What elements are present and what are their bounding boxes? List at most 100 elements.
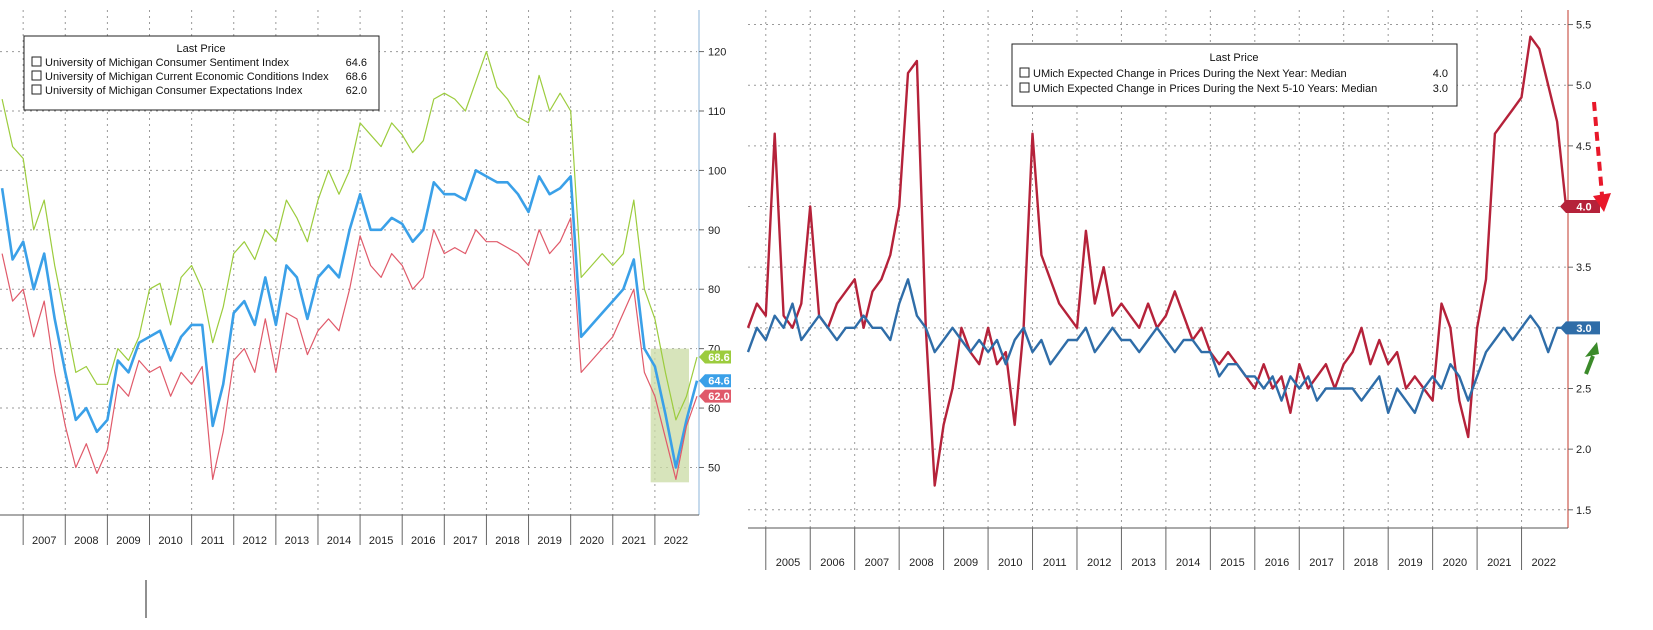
x-tick-label: 2022 xyxy=(664,535,688,547)
x-tick-label: 2021 xyxy=(622,535,646,547)
y-tick-label: 2.0 xyxy=(1576,444,1591,456)
right-legend-frame xyxy=(1011,43,1458,107)
legend-swatch xyxy=(1019,82,1030,93)
legend-swatch xyxy=(31,70,42,81)
x-tick-label: 2022 xyxy=(1532,557,1556,569)
left-chart-series-group xyxy=(0,50,699,480)
y-tick-label: 1.5 xyxy=(1576,505,1591,517)
y-tick-label: 5.5 xyxy=(1576,20,1591,32)
legend-swatch xyxy=(31,56,42,67)
left-legend-rows: University of Michigan Consumer Sentimen… xyxy=(31,56,367,97)
right-legend-title: Last Price xyxy=(1210,52,1259,64)
legend-series-name: UMich Expected Change in Prices During t… xyxy=(1033,68,1347,80)
legend-last-value: 68.6 xyxy=(346,71,367,83)
up-arrow-shaft xyxy=(1584,355,1595,375)
legend-entry: UMich Expected Change in Prices During t… xyxy=(1019,67,1448,80)
x-tick-label: 2014 xyxy=(327,535,351,547)
legend-last-value: 3.0 xyxy=(1433,83,1448,95)
x-tick-label: 2010 xyxy=(158,535,182,547)
green-up-arrow-icon xyxy=(1585,342,1599,357)
x-tick-label: 2021 xyxy=(1487,557,1511,569)
x-tick-label: 2014 xyxy=(1176,557,1200,569)
y-tick-label: 50 xyxy=(708,462,720,474)
legend-swatch xyxy=(1019,67,1030,78)
left-chart-legend: Last Price University of Michigan Consum… xyxy=(23,35,380,111)
x-tick-label: 2011 xyxy=(1043,557,1067,569)
x-tick-label: 2010 xyxy=(998,557,1022,569)
x-tick-label: 2020 xyxy=(579,535,603,547)
x-tick-label: 2009 xyxy=(954,557,978,569)
left-legend-frame xyxy=(23,35,380,111)
left-chart-x-ticks: 2007 2008 2009 2010 2011 2012 2013 2014 2015 2016… xyxy=(22,515,688,547)
last-value-badge: 3.0 xyxy=(1560,321,1600,335)
last-value-label: 3.0 xyxy=(1576,323,1591,335)
legend-entry: University of Michigan Consumer Expectat… xyxy=(31,84,367,97)
x-tick-label: 2007 xyxy=(32,535,56,547)
y-tick-label: 2.5 xyxy=(1576,383,1591,395)
legend-entry: University of Michigan Consumer Sentimen… xyxy=(31,56,367,69)
x-tick-label: 2020 xyxy=(1443,557,1467,569)
red-down-arrow-icon xyxy=(1593,193,1611,212)
left-legend-title: Last Price xyxy=(177,43,226,55)
x-tick-label: 2005 xyxy=(776,557,800,569)
legend-entry: University of Michigan Current Economic … xyxy=(31,70,367,83)
y-tick-label: 60 xyxy=(708,403,720,415)
left-chart-last-value-labels: 64.6 68.6 62.0 xyxy=(699,350,731,403)
right-chart-legend: Last Price UMich Expected Change in Pric… xyxy=(1011,43,1458,107)
last-value-badge-shape xyxy=(699,389,731,403)
right-chart-last-value-labels: 4.0 3.0 xyxy=(1560,200,1600,335)
x-tick-label: 2019 xyxy=(537,535,561,547)
y-tick-label: 80 xyxy=(708,284,720,296)
x-tick-label: 2017 xyxy=(453,535,477,547)
last-value-badge: 64.6 xyxy=(699,374,731,388)
series-line-1 xyxy=(1,50,698,421)
right-chart-x-ticks: 2005 2006 2007 2008 2009 2010 2011 2012 2013 2014… xyxy=(765,528,1556,570)
last-value-label: 4.0 xyxy=(1576,202,1591,214)
legend-series-name: UMich Expected Change in Prices During t… xyxy=(1033,83,1377,95)
legend-series-name: University of Michigan Consumer Expectat… xyxy=(45,85,303,97)
x-tick-label: 2018 xyxy=(1354,557,1378,569)
x-tick-label: 2008 xyxy=(909,557,933,569)
last-value-badge: 62.0 xyxy=(699,389,731,403)
legend-entry: UMich Expected Change in Prices During t… xyxy=(1019,82,1448,95)
series-line-2 xyxy=(1,217,698,480)
y-tick-label: 120 xyxy=(708,47,726,59)
right-legend-rows: UMich Expected Change in Prices During t… xyxy=(1019,67,1448,95)
x-tick-label: 2016 xyxy=(1265,557,1289,569)
x-tick-label: 2011 xyxy=(201,535,225,547)
down-arrow-shaft xyxy=(1592,101,1604,196)
x-tick-label: 2012 xyxy=(243,535,267,547)
x-tick-label: 2016 xyxy=(411,535,435,547)
x-tick-label: 2017 xyxy=(1309,557,1333,569)
x-tick-label: 2006 xyxy=(820,557,844,569)
x-tick-label: 2007 xyxy=(865,557,889,569)
last-value-badge-shape xyxy=(699,350,731,364)
right-chart-y-ticks: 1.5 2.0 2.5 3.0 3.5 4.0 4.5 5.0 5.5 xyxy=(1568,20,1591,517)
last-value-label: 68.6 xyxy=(708,352,729,364)
y-tick-label: 100 xyxy=(708,165,726,177)
last-value-badge: 68.6 xyxy=(699,350,731,364)
x-tick-label: 2012 xyxy=(1087,557,1111,569)
series-line-0 xyxy=(0,169,699,469)
x-tick-label: 2013 xyxy=(285,535,309,547)
y-tick-label: 110 xyxy=(708,106,726,118)
y-tick-label: 5.0 xyxy=(1576,80,1591,92)
last-value-label: 64.6 xyxy=(708,376,729,388)
y-tick-label: 90 xyxy=(708,225,720,237)
legend-last-value: 4.0 xyxy=(1433,68,1448,80)
x-tick-label: 2018 xyxy=(495,535,519,547)
x-tick-label: 2019 xyxy=(1398,557,1422,569)
y-tick-label: 4.5 xyxy=(1576,141,1591,153)
y-tick-label: 3.5 xyxy=(1576,262,1591,274)
last-value-label: 62.0 xyxy=(708,391,729,403)
legend-series-name: University of Michigan Current Economic … xyxy=(45,71,329,83)
left-chart-grid xyxy=(0,10,697,515)
series-line-1 xyxy=(746,278,1566,414)
legend-series-name: University of Michigan Consumer Sentimen… xyxy=(45,57,289,69)
right-chart-series-group xyxy=(746,35,1568,487)
x-tick-label: 2015 xyxy=(1220,557,1244,569)
legend-swatch xyxy=(31,84,42,95)
